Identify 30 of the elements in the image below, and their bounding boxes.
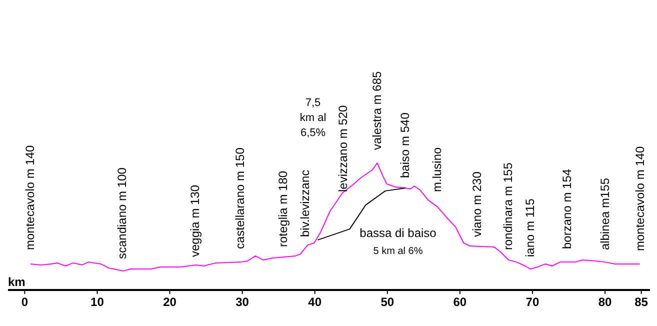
annotation: montecavolo m 140 (633, 146, 647, 251)
text: valestra m 685 (370, 70, 384, 150)
annotation: iano m 115 (523, 198, 537, 257)
annotation: viano m 230 (470, 171, 484, 237)
x-tick-label: 85 (634, 295, 648, 309)
annotation: veggia m 130 (188, 184, 202, 257)
annotation: borzano m 154 (560, 168, 574, 249)
x-tick-label: 70 (526, 295, 540, 309)
annotation: levizzano m 520 (336, 104, 350, 192)
annotation: roteglia m 180 (276, 170, 290, 247)
annotation: m.lusino (430, 146, 444, 192)
x-tick-label: 30 (236, 295, 250, 309)
text: 7,5 km al 6,5% (300, 97, 326, 139)
x-tick-label: 50 (380, 295, 394, 309)
x-tick-label: 20 (163, 295, 177, 309)
annotation: montecavolo m 140 (23, 144, 37, 250)
x-tick-label: 60 (453, 295, 467, 309)
annotation: scandiano m 100 (115, 167, 129, 259)
annotation: castellarano m 150 (233, 147, 247, 249)
x-axis-title: km (8, 275, 26, 289)
x-tick-label: 0 (21, 295, 28, 309)
x-tick-label: 10 (90, 295, 104, 309)
x-tick-label: 80 (598, 295, 612, 309)
annotation: bassa di baiso (360, 226, 437, 240)
annotation: albinea m155 (598, 178, 612, 250)
annotation: 5 km al 6% (373, 246, 423, 257)
x-tick-label: 40 (308, 295, 322, 309)
annotation: baiso m 540 (398, 112, 412, 178)
annotation: biv.levizzanc (298, 170, 312, 237)
annotation: rondinara m 155 (501, 162, 515, 250)
